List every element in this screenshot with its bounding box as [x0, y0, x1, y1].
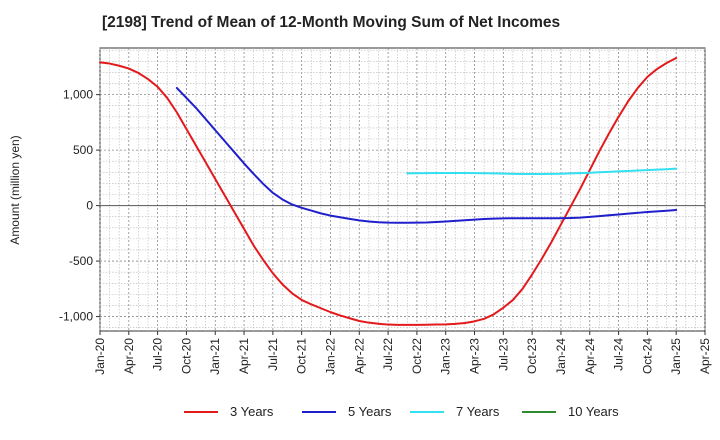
x-tick-label: Oct-23	[525, 338, 539, 374]
x-tick-label: Jul-23	[496, 338, 510, 371]
legend-item-7-years: 7 Years	[410, 404, 499, 419]
x-tick-label: Oct-20	[179, 338, 193, 374]
series-line-7-years	[406, 167, 678, 175]
x-tick-label: Jul-21	[266, 338, 280, 371]
x-tick-label: Jul-20	[151, 338, 165, 371]
y-tick-label: 500	[73, 143, 93, 157]
series-layer	[99, 56, 678, 326]
x-tick-label: Apr-25	[698, 338, 712, 374]
x-tick-label: Jan-20	[93, 338, 107, 375]
legend-label: 10 Years	[568, 404, 619, 419]
legend-swatch	[522, 410, 556, 413]
legend-label: 3 Years	[230, 404, 274, 419]
x-tick-label: Jan-24	[554, 338, 568, 375]
legend-swatch	[410, 410, 444, 413]
legend-swatch	[184, 410, 218, 413]
y-tick-label: 1,000	[63, 88, 93, 102]
grid-layer	[99, 48, 706, 331]
legend-swatch	[302, 410, 336, 413]
series-line-5-years	[175, 86, 678, 224]
y-tick-label: -1,000	[59, 310, 93, 324]
legend: 3 Years 5 Years 7 Years 10 Years	[0, 404, 720, 426]
x-tick-label: Jan-25	[669, 338, 683, 375]
axis-layer: -1,000 -500 0 500 1,000 Jan-20 Apr-20 Jul-20 Oct…	[59, 88, 712, 375]
x-tick-label: Apr-20	[122, 338, 136, 374]
x-tick-label: Oct-22	[410, 338, 424, 374]
plot-area	[99, 47, 706, 332]
x-tick-label: Apr-23	[468, 338, 482, 374]
x-tick-label: Apr-24	[583, 338, 597, 374]
y-tick-label: -500	[69, 254, 93, 268]
x-tick-label: Apr-21	[237, 338, 251, 374]
legend-label: 7 Years	[456, 404, 500, 419]
x-tick-label: Apr-22	[352, 338, 366, 374]
x-tick-label: Jan-22	[323, 338, 337, 375]
legend-item-5-years: 5 Years	[302, 404, 391, 419]
legend-item-3-years: 3 Years	[184, 404, 273, 419]
x-tick-label: Jan-21	[208, 338, 222, 375]
legend-item-10-years: 10 Years	[522, 404, 619, 419]
legend-label: 5 Years	[348, 404, 392, 419]
x-tick-label: Jul-24	[612, 338, 626, 371]
x-tick-label: Oct-21	[295, 338, 309, 374]
y-axis-label: Amount (million yen)	[8, 135, 22, 244]
y-tick-label: 0	[86, 199, 93, 213]
x-tick-label: Jan-23	[439, 338, 453, 375]
chart-title: [2198] Trend of Mean of 12-Month Moving …	[102, 14, 561, 31]
x-tick-label: Oct-24	[640, 338, 654, 374]
series-line-3-years	[99, 56, 678, 326]
x-tick-label: Jul-22	[381, 338, 395, 371]
